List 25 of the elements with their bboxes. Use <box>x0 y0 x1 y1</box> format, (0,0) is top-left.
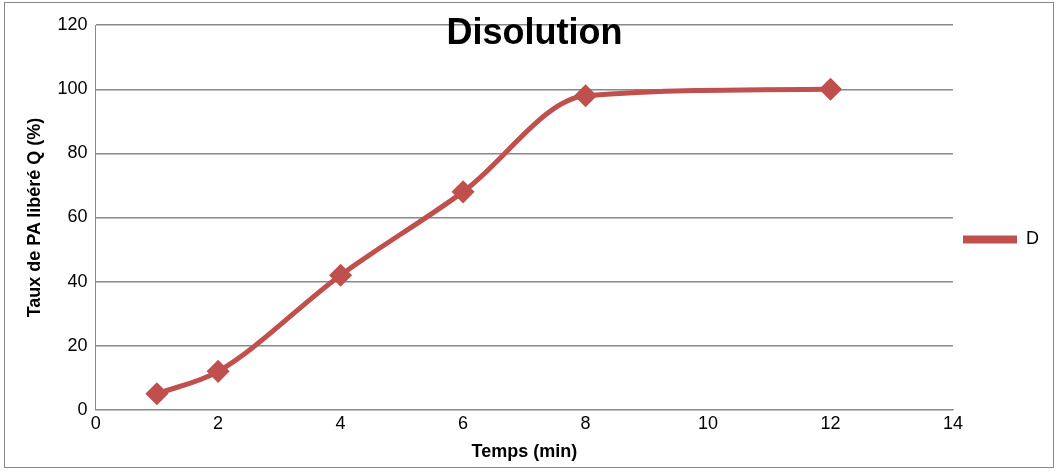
point <box>146 383 168 405</box>
y-tick-label: 20 <box>67 334 88 355</box>
point <box>207 360 229 382</box>
x-tick-label: 14 <box>942 412 964 433</box>
point <box>575 85 597 107</box>
x-tick-label: 8 <box>580 412 591 433</box>
x-tick-label: 0 <box>90 412 101 433</box>
y-tick-label: 40 <box>67 270 88 291</box>
y-tick-label: 120 <box>57 14 88 35</box>
y-axis-title: Taux de PA libéré Q (%) <box>23 117 44 318</box>
y-tick-label: 0 <box>77 398 88 419</box>
x-tick-label: 4 <box>335 412 346 433</box>
legend-label: D <box>1026 228 1039 249</box>
point <box>330 264 352 286</box>
point <box>452 181 474 203</box>
x-axis-title: Temps (min) <box>471 441 578 462</box>
point <box>820 78 842 100</box>
x-tick-label: 12 <box>820 412 841 433</box>
y-tick-label: 80 <box>67 142 88 163</box>
chart-title: Disolution <box>446 10 623 52</box>
x-tick-label: 6 <box>458 412 469 433</box>
y-tick-label: 100 <box>57 78 88 99</box>
y-tick-label: 60 <box>67 206 88 227</box>
x-tick-label: 2 <box>213 412 224 433</box>
x-tick-label: 10 <box>698 412 719 433</box>
